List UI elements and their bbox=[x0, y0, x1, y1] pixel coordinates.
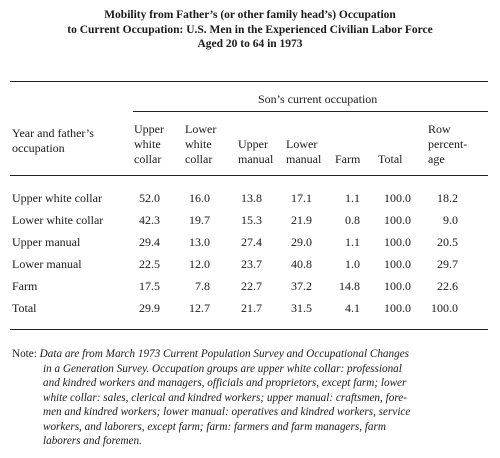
row-label: Total bbox=[12, 301, 37, 315]
table-cell: 13.8 bbox=[241, 191, 262, 205]
table-cell: 29.9 bbox=[139, 301, 160, 315]
table-cell: 21.9 bbox=[291, 213, 312, 227]
table-cell: 21.7 bbox=[241, 301, 262, 315]
table-cell: 29.4 bbox=[139, 235, 160, 249]
table-cell: 4.1 bbox=[345, 301, 360, 315]
column-header: Lower white collar bbox=[185, 122, 217, 166]
table-cell: 7.8 bbox=[195, 279, 210, 293]
table-cell: 100.0 bbox=[384, 213, 411, 227]
table-cell: 100.0 bbox=[384, 235, 411, 249]
table-cell: 15.3 bbox=[241, 213, 262, 227]
table-cell: 0.8 bbox=[345, 213, 360, 227]
column-header: Lower manual bbox=[286, 137, 322, 166]
table-cell: 100.0 bbox=[384, 191, 411, 205]
table-cell: 29.0 bbox=[291, 235, 312, 249]
row-label: Lower manual bbox=[12, 257, 82, 271]
table-cell: 14.8 bbox=[339, 279, 360, 293]
table-cell: 17.1 bbox=[291, 191, 312, 205]
column-header: Total bbox=[378, 152, 403, 166]
table-cell: 22.6 bbox=[437, 279, 458, 293]
table-cell: 1.1 bbox=[345, 235, 360, 249]
table-cell: 1.0 bbox=[345, 257, 360, 271]
table-cell: 100.0 bbox=[384, 257, 411, 271]
row-label: Farm bbox=[12, 279, 38, 293]
table-cell: 18.2 bbox=[437, 191, 458, 205]
table-cell: 22.7 bbox=[241, 279, 262, 293]
table-cell: 17.5 bbox=[139, 279, 160, 293]
row-label: Upper manual bbox=[12, 235, 81, 249]
column-header: Upper white collar bbox=[134, 122, 164, 166]
table-cell: 19.7 bbox=[189, 213, 210, 227]
top-rule bbox=[10, 81, 488, 82]
table-cell: 12.0 bbox=[189, 257, 210, 271]
table-cell: 100.0 bbox=[384, 301, 411, 315]
note-line: white collar: sales, clerical and kindre… bbox=[43, 391, 407, 404]
table-cell: 42.3 bbox=[139, 213, 160, 227]
table-cell: 31.5 bbox=[291, 301, 312, 315]
header-rule bbox=[10, 175, 488, 176]
table-cell: 1.1 bbox=[345, 191, 360, 205]
table-cell: 13.0 bbox=[189, 235, 210, 249]
spanner-rule bbox=[133, 111, 488, 112]
column-header: Farm bbox=[335, 152, 361, 166]
table-note: Note: Data are from March 1973 Current P… bbox=[12, 347, 492, 449]
table-cell: 100.0 bbox=[384, 279, 411, 293]
row-label: Upper white collar bbox=[12, 191, 102, 205]
table-cell: 40.8 bbox=[291, 257, 312, 271]
table-cell: 22.5 bbox=[139, 257, 160, 271]
note-line: laborers and foremen. bbox=[43, 435, 142, 447]
bottom-rule bbox=[10, 329, 488, 330]
table-cell: 9.0 bbox=[443, 213, 458, 227]
spanner-heading: Son’s current occupation bbox=[258, 92, 378, 106]
stub-header: Year and father’s occupation bbox=[12, 126, 94, 155]
table-cell: 37.2 bbox=[291, 279, 312, 293]
column-header: Upper manual bbox=[238, 137, 274, 166]
table-cell: 27.4 bbox=[241, 235, 262, 249]
table-cell: 16.0 bbox=[189, 191, 210, 205]
table-cell: 12.7 bbox=[189, 301, 210, 315]
table-cell: 23.7 bbox=[241, 257, 262, 271]
note-line: and kindred workers and managers, offici… bbox=[43, 377, 407, 389]
note-line: in a Generation Survey. Occupation group… bbox=[43, 362, 402, 375]
column-header: Row percent- age bbox=[428, 122, 468, 166]
table-title: Mobility from Father’s (or other family … bbox=[0, 8, 500, 52]
table-cell: 29.7 bbox=[437, 257, 458, 271]
note-lead: Note: bbox=[12, 348, 37, 360]
note-line: Data are from March 1973 Current Populat… bbox=[39, 348, 410, 360]
title-line: to Current Occupation: U.S. Men in the E… bbox=[67, 23, 433, 36]
note-line: men and kindred workers; lower manual: o… bbox=[43, 406, 411, 418]
table-cell: 20.5 bbox=[437, 235, 458, 249]
title-line: Aged 20 to 64 in 1973 bbox=[197, 38, 303, 50]
title-line: Mobility from Father’s (or other family … bbox=[104, 9, 396, 21]
table-cell: 52.0 bbox=[139, 191, 160, 205]
row-label: Lower white collar bbox=[12, 213, 104, 227]
note-line: workers, and laborers, except farm; farm… bbox=[43, 420, 386, 433]
table-cell: 100.0 bbox=[431, 301, 458, 315]
